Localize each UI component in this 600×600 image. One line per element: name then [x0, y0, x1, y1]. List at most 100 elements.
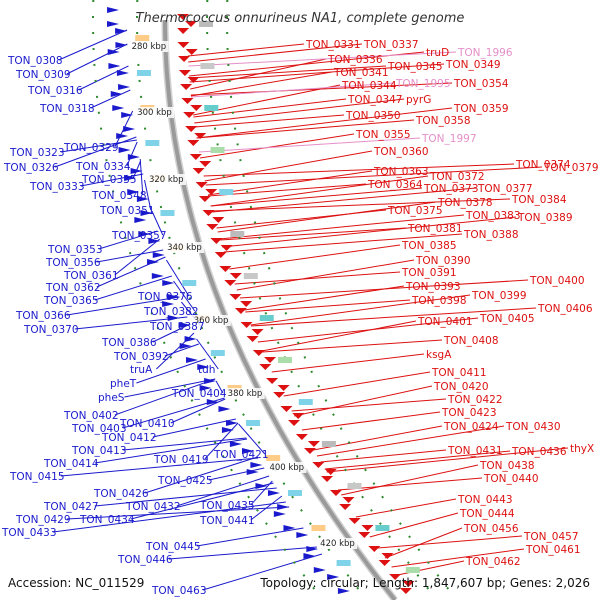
leader-line-right	[234, 271, 401, 285]
leader-line-right	[204, 150, 373, 182]
reverse-gene-arrow	[185, 49, 198, 55]
reverse-gene-arrow	[180, 84, 193, 90]
forward-gene-arrow	[107, 21, 120, 27]
reverse-gene-arrow	[361, 525, 374, 531]
leader-line-right	[229, 244, 401, 270]
leader-line-right	[189, 65, 387, 79]
leader-line-right	[220, 227, 407, 241]
leader-line-right	[190, 82, 453, 96]
reverse-gene-arrow	[368, 546, 381, 552]
gene-label-right: TON_0408	[443, 335, 499, 347]
forward-gene-arrow	[118, 147, 131, 153]
leader-line-left	[122, 437, 247, 451]
forward-gene-arrow	[162, 280, 175, 286]
gene-label-left: TON_0376	[137, 291, 193, 303]
leader-line-right	[384, 527, 463, 559]
gene-label-left: TON_0445	[145, 541, 201, 553]
gene-features	[91, 0, 458, 600]
leader-line-left	[151, 210, 164, 236]
kbp-tick-label: 400 kbp	[269, 463, 304, 473]
leader-line-right	[245, 299, 411, 313]
gene-label-left: TON_0329	[63, 142, 119, 154]
gene-label-right: TON_0436	[511, 446, 567, 458]
reverse-gene-arrow	[266, 378, 279, 384]
leader-line-left	[173, 280, 196, 312]
forward-gene-arrow	[204, 378, 217, 384]
connector-lines	[52, 29, 569, 591]
gene-label-left: pheS	[98, 392, 125, 404]
gene-label-left: TON_0316	[27, 85, 83, 97]
forward-gene-arrow	[303, 553, 316, 559]
rna-label: TON_1996	[457, 47, 513, 59]
reverse-gene-arrow	[280, 406, 293, 412]
forward-gene-arrow	[124, 175, 137, 181]
forward-gene-arrow	[218, 406, 231, 412]
forward-gene-arrow	[121, 112, 134, 118]
leader-line-left	[78, 65, 129, 91]
kbp-label-bg	[266, 462, 307, 473]
reverse-gene-arrow	[264, 357, 277, 363]
forward-gene-arrow	[116, 133, 129, 139]
reverse-gene-arrow	[185, 21, 198, 27]
forward-gene-arrow	[130, 168, 143, 174]
kbp-tick-label: 360 kbp	[194, 316, 229, 326]
leader-line-left	[124, 378, 216, 398]
leader-line-right	[391, 548, 525, 568]
leader-line-left	[168, 546, 317, 560]
forward-gene-arrow	[136, 196, 149, 202]
gene-label-right: TON_0440	[483, 473, 539, 485]
reverse-gene-arrow	[220, 245, 233, 251]
gene-label-right: TON_0373	[423, 183, 479, 195]
forward-gene-arrow	[152, 252, 165, 258]
gene-label-left: TON_0365	[43, 295, 99, 307]
leader-line-rna	[191, 82, 395, 98]
forward-gene-arrow	[184, 336, 197, 342]
reverse-gene-arrow	[329, 490, 342, 496]
forward-gene-arrow	[283, 525, 296, 531]
kbp-tick-label: 280 kbp	[132, 42, 167, 52]
feature-box	[266, 455, 281, 461]
reverse-gene-arrow	[198, 196, 211, 202]
reverse-gene-arrow	[195, 182, 208, 188]
reverse-gene-arrow	[212, 217, 225, 223]
forward-gene-arrow	[123, 126, 136, 132]
feature-box	[311, 525, 326, 531]
leader-line-right	[194, 114, 345, 128]
gene-label-left: TON_0413	[71, 445, 127, 457]
gene-label-right: TON_0341	[333, 67, 389, 79]
gene-label-right: TON_0381	[407, 223, 463, 235]
feature-box	[160, 210, 175, 216]
forward-gene-arrow	[151, 273, 164, 279]
gene-label-right: TON_0390	[415, 255, 471, 267]
reverse-gene-arrow	[288, 420, 301, 426]
gene-label-right: TON_0443	[457, 494, 513, 506]
leader-line-left	[152, 418, 236, 438]
forward-gene-arrow	[267, 490, 280, 496]
reverse-gene-arrow	[229, 273, 242, 279]
feature-box	[136, 70, 151, 76]
gene-label-right: TON_0400	[529, 275, 585, 287]
leader-line-rna	[198, 137, 421, 153]
forward-gene-arrow	[229, 441, 242, 447]
leader-line-right	[326, 447, 569, 473]
forward-gene-arrow	[147, 259, 160, 265]
gene-label-right: TON_0364	[367, 179, 423, 191]
gene-label-left: TON_0386	[101, 337, 157, 349]
leader-line-left	[66, 296, 180, 316]
kbp-label-bg	[190, 315, 231, 326]
kbp-label-bg	[164, 242, 205, 253]
kbp-label-bg	[224, 388, 265, 399]
gene-label-right: TON_0359	[453, 103, 509, 115]
leader-line-rna	[188, 51, 457, 67]
forward-gene-arrow	[250, 462, 263, 468]
leader-line-left	[66, 43, 128, 75]
feature-box	[336, 560, 351, 566]
reverse-gene-arrow	[381, 553, 394, 559]
gene-label-left: TON_0387	[149, 321, 205, 333]
gene-label-right: TON_0384	[511, 194, 567, 206]
leader-line-left	[144, 179, 152, 211]
leader-line-right	[208, 183, 367, 197]
gene-label-right: TON_0461	[525, 544, 581, 556]
feature-box	[243, 273, 258, 279]
reverse-gene-arrow	[312, 462, 325, 468]
